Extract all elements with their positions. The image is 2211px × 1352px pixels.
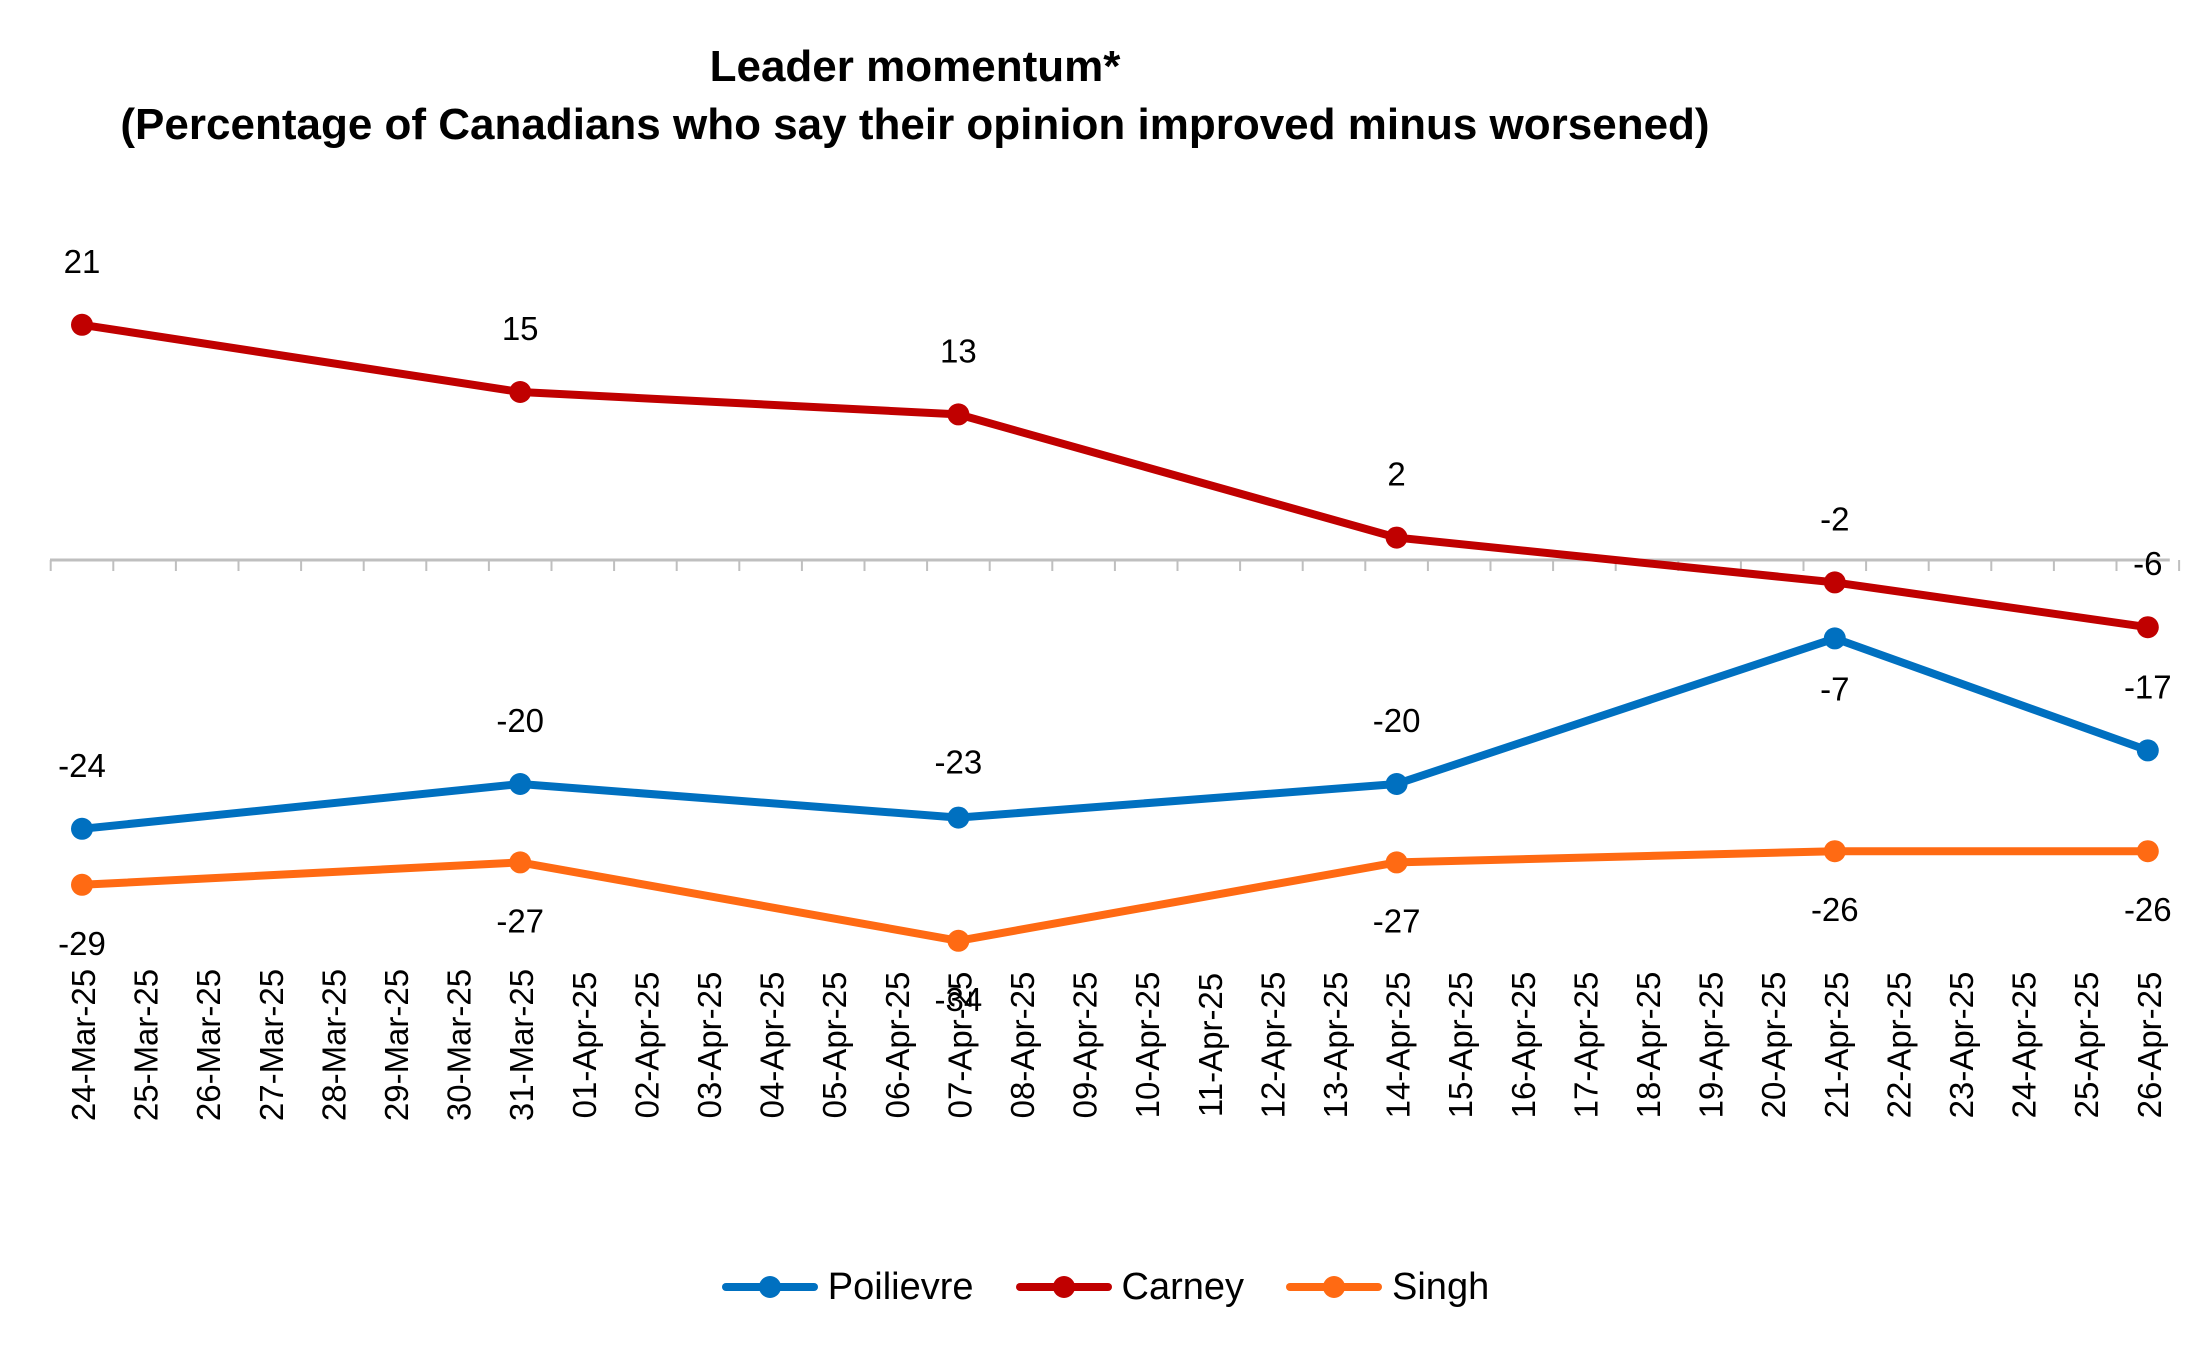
x-tick-label: 23-Apr-25 <box>1943 972 1980 1119</box>
data-label-carney: 2 <box>1387 456 1405 493</box>
legend-swatch-marker <box>1052 1276 1075 1298</box>
x-tick-label: 05-Apr-25 <box>816 972 853 1119</box>
x-tick-label: 16-Apr-25 <box>1505 972 1542 1119</box>
legend: Poilievre Carney Singh <box>0 1262 2211 1312</box>
x-tick-label: 27-Mar-25 <box>253 969 290 1121</box>
series-line-singh <box>78 847 2152 945</box>
x-tick-label: 29-Mar-25 <box>378 969 415 1121</box>
x-tick-label: 14-Apr-25 <box>1380 972 1417 1119</box>
legend-swatch-marker <box>758 1276 781 1298</box>
data-label-carney: 15 <box>502 310 539 347</box>
data-labels: -24 -20 -23 -20 -7 -17 21 15 13 2 -2 -6 -29 -27 -34 -27… <box>58 243 2172 1018</box>
data-point-poilievre <box>509 773 532 795</box>
x-tick-label: 20-Apr-25 <box>1755 972 1792 1119</box>
x-tick-label: 12-Apr-25 <box>1254 972 1291 1119</box>
data-label-carney: -6 <box>2133 545 2162 582</box>
data-label-poilievre: -20 <box>496 702 544 739</box>
x-tick-label: 06-Apr-25 <box>879 972 916 1119</box>
x-tick-label: 19-Apr-25 <box>1693 972 1730 1119</box>
data-point-singh <box>2136 840 2159 863</box>
x-tick-label: 15-Apr-25 <box>1442 972 1479 1119</box>
data-point-poilievre <box>1385 773 1408 795</box>
data-point-carney <box>1823 571 1846 594</box>
chart-subtitle: (Percentage of Canadians who say their o… <box>120 100 1710 149</box>
x-tick-label: 26-Apr-25 <box>2131 972 2168 1119</box>
data-label-poilievre: -7 <box>1820 670 1849 707</box>
x-tick-label: 28-Mar-25 <box>315 969 352 1121</box>
x-tick-label: 31-Mar-25 <box>503 969 540 1121</box>
data-point-poilievre <box>71 817 93 840</box>
x-tick-label: 09-Apr-25 <box>1067 972 1104 1119</box>
x-tick-label: 02-Apr-25 <box>628 972 665 1119</box>
x-tick-label: 01-Apr-25 <box>566 972 603 1119</box>
legend-item-poilievre: Poilievre <box>721 1265 974 1309</box>
data-point-poilievre <box>947 806 970 829</box>
x-tick-label: 25-Mar-25 <box>128 969 165 1121</box>
data-label-carney: 21 <box>64 243 101 280</box>
chart-title-main: Leader momentum* <box>709 42 1121 91</box>
data-label-singh: -26 <box>2124 891 2172 928</box>
x-tick-label: 22-Apr-25 <box>1880 972 1917 1119</box>
data-point-poilievre <box>1823 627 1846 650</box>
data-label-poilievre: -24 <box>58 747 106 784</box>
x-tick-label: 03-Apr-25 <box>691 972 728 1119</box>
x-tick-label: 24-Mar-25 <box>65 969 102 1121</box>
data-point-carney <box>2136 616 2159 639</box>
series-line-carney <box>78 320 2152 632</box>
legend-swatch-marker <box>1323 1276 1346 1298</box>
data-point-carney <box>509 381 532 403</box>
x-tick-label: 18-Apr-25 <box>1630 972 1667 1119</box>
chart-title: Leader momentum* (Percentage of Canadian… <box>0 38 1830 154</box>
legend-label-carney: Carney <box>1121 1265 1245 1308</box>
data-label-poilievre: -23 <box>935 744 983 781</box>
data-label-singh: -26 <box>1811 891 1859 928</box>
x-tick-label: 21-Apr-25 <box>1818 972 1855 1119</box>
legend-label-poilievre: Poilievre <box>827 1265 974 1308</box>
legend-swatch-poilievre <box>721 1276 818 1298</box>
x-tick-label: 10-Apr-25 <box>1129 972 1166 1119</box>
data-point-carney <box>71 313 93 336</box>
data-label-carney: -2 <box>1820 500 1849 537</box>
x-axis: 24-Mar-25 25-Mar-25 26-Mar-25 27-Mar-25 28-M… <box>49 558 2181 1121</box>
series-lines <box>71 313 2159 952</box>
data-point-carney <box>947 403 970 426</box>
x-tick-label: 07-Apr-25 <box>941 972 978 1119</box>
data-label-singh: -27 <box>496 902 544 939</box>
data-point-carney <box>1385 526 1408 549</box>
legend-label-singh: Singh <box>1392 1265 1490 1308</box>
legend-swatch-carney <box>1015 1276 1112 1298</box>
x-tick-label: 25-Apr-25 <box>2068 972 2105 1119</box>
data-label-poilievre: -20 <box>1373 702 1421 739</box>
x-tick-label: 17-Apr-25 <box>1567 972 1604 1119</box>
x-tick-label: 26-Mar-25 <box>190 969 227 1121</box>
data-label-poilievre: -17 <box>2124 668 2172 705</box>
data-point-singh <box>509 851 532 874</box>
data-label-singh: -27 <box>1373 902 1421 939</box>
data-label-singh: -29 <box>58 925 106 962</box>
x-tick-label: 30-Mar-25 <box>441 969 478 1121</box>
x-tick-label: 11-Apr-25 <box>1192 973 1229 1117</box>
data-label-singh: -34 <box>935 981 983 1018</box>
legend-swatch-singh <box>1286 1276 1383 1298</box>
legend-item-singh: Singh <box>1286 1266 1489 1309</box>
x-tick-label: 08-Apr-25 <box>1004 972 1041 1119</box>
data-point-poilievre <box>2136 739 2159 762</box>
data-point-singh <box>1823 840 1846 863</box>
x-tick-label: 24-Apr-25 <box>2006 972 2043 1119</box>
x-tick-label: 04-Apr-25 <box>754 972 791 1119</box>
data-point-singh <box>1385 851 1408 874</box>
x-tick-label: 13-Apr-25 <box>1317 972 1354 1119</box>
legend-item-carney: Carney <box>1015 1265 1245 1309</box>
data-label-carney: 13 <box>940 332 977 369</box>
data-point-singh <box>71 873 93 896</box>
data-point-singh <box>947 929 970 952</box>
series-line-poilievre <box>78 634 2152 833</box>
